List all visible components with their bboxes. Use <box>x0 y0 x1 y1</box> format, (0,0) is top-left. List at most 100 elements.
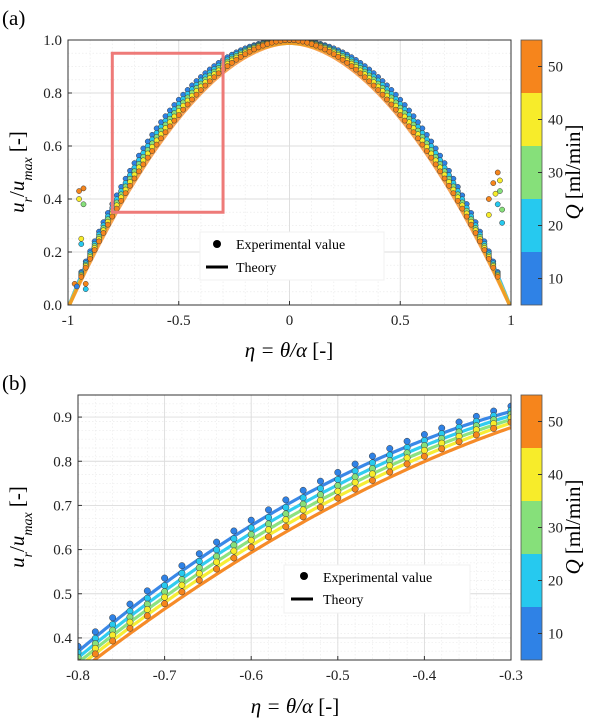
data-point-Q50 <box>237 53 244 60</box>
data-point-Q50 <box>175 112 182 118</box>
data-point-Q20 <box>126 607 134 615</box>
data-point-Q50 <box>149 148 156 154</box>
panel-a-legend-theory: Theory <box>236 261 276 276</box>
data-point-Q50 <box>468 221 474 228</box>
data-point-Q50 <box>437 168 443 175</box>
data-point-Q50 <box>420 452 428 460</box>
data-point-Q50 <box>415 135 421 142</box>
data-point-outlier <box>492 190 499 197</box>
data-point-Q30 <box>247 530 255 538</box>
panel-a-legend-experimental: Experimental value <box>236 238 345 253</box>
data-point-Q40 <box>195 570 203 577</box>
data-point-Q10 <box>403 437 411 445</box>
data-point-Q50 <box>438 445 446 453</box>
data-point-Q40 <box>247 536 255 544</box>
data-point-Q50 <box>198 87 204 93</box>
panel-a-zoom-box <box>110 51 225 214</box>
colorbar-tick-label: 50 <box>548 415 563 431</box>
data-point-Q50 <box>282 523 290 531</box>
theory-curve-Q50 <box>91 426 511 660</box>
panel-a-plot: -1 -0.5 0 0.5 1 0.0 0.2 0.4 0.6 0.8 1.0 Experimen… <box>5 33 515 362</box>
data-point-Q50 <box>184 101 191 108</box>
data-point-Q30 <box>299 500 307 508</box>
y-tick-label: 0.4 <box>53 631 72 647</box>
data-point-outlier <box>76 196 82 202</box>
data-point-Q50 <box>379 91 386 98</box>
data-point-Q20 <box>230 535 238 543</box>
data-point-Q50 <box>224 63 231 69</box>
panel-a-y-axis-label: ur/umax [-] <box>5 131 36 213</box>
data-point-Q50 <box>109 637 117 645</box>
data-point-Q50 <box>242 51 249 58</box>
data-point-Q50 <box>247 543 255 551</box>
data-point-Q50 <box>368 476 376 484</box>
colorbar-band-Q50 <box>521 395 542 448</box>
x-tick-label: -0.7 <box>153 668 177 684</box>
y-tick-label: 0.6 <box>43 139 62 155</box>
data-point-Q50 <box>486 255 492 262</box>
panel-b-x-axis-label: η = θ/α [-] <box>251 694 340 718</box>
data-point-Q50 <box>126 624 134 632</box>
x-tick-label: -0.5 <box>326 668 350 684</box>
data-point-outlier <box>80 201 87 208</box>
colorbar-tick-label: 50 <box>548 60 563 76</box>
data-point-Q10 <box>195 550 203 558</box>
colorbar-band-Q40 <box>521 448 542 501</box>
data-point-Q20 <box>299 494 307 502</box>
data-point-Q50 <box>140 161 147 168</box>
x-tick-label: 1 <box>507 313 515 329</box>
data-point-Q50 <box>144 154 151 161</box>
data-point-Q50 <box>386 468 394 476</box>
data-point-Q50 <box>161 600 169 608</box>
colorbar-tick-label: 40 <box>548 113 563 129</box>
colorbar-tick-label: 30 <box>548 521 563 537</box>
y-tick-label: 0.7 <box>53 498 72 514</box>
data-point-Q50 <box>361 74 368 81</box>
y-tick-label: 0.9 <box>53 410 72 426</box>
data-point-Q10 <box>351 460 359 468</box>
x-tick-label: -1 <box>62 313 75 329</box>
data-point-outlier <box>490 180 497 186</box>
panel-a-x-ticks: -1 -0.5 0 0.5 1 <box>62 301 515 329</box>
theory-curve-Q50 <box>68 41 511 305</box>
panel-b-legend-experimental: Experimental value <box>323 571 432 586</box>
data-point-Q10 <box>161 574 169 582</box>
data-point-Q20 <box>247 524 255 532</box>
data-point-Q10 <box>386 445 394 452</box>
data-point-Q30 <box>213 552 221 560</box>
data-point-Q40 <box>420 446 428 454</box>
data-point-Q10 <box>299 486 307 494</box>
data-point-Q50 <box>481 247 488 253</box>
data-point-outlier <box>82 286 89 292</box>
data-point-Q40 <box>213 558 221 566</box>
data-point-Q50 <box>127 182 133 189</box>
data-point-Q50 <box>326 48 333 55</box>
data-point-Q50 <box>403 460 411 468</box>
panel-b-x-ticks: -0.8 -0.7 -0.6 -0.5 -0.4 -0.3 <box>66 656 523 684</box>
data-point-Q20 <box>351 467 359 475</box>
colorbar-band-Q50 <box>521 40 542 93</box>
data-point-Q50 <box>233 56 240 63</box>
data-point-Q50 <box>454 197 461 204</box>
y-tick-label: 0.6 <box>53 543 72 559</box>
colorbar-band-Q10 <box>521 607 542 660</box>
data-point-outlier <box>486 212 492 218</box>
y-tick-label: 0.2 <box>43 245 62 261</box>
data-point-Q40 <box>143 606 151 613</box>
data-point-Q40 <box>334 487 342 495</box>
data-point-outlier <box>499 206 505 213</box>
data-point-Q50 <box>348 63 355 69</box>
data-point-Q50 <box>143 612 151 620</box>
data-point-Q50 <box>122 190 129 197</box>
colorbar-tick-label: 10 <box>548 272 563 288</box>
data-point-Q50 <box>265 533 272 541</box>
x-tick-label: 0.5 <box>391 313 410 329</box>
data-point-outlier <box>80 185 87 192</box>
data-point-Q50 <box>180 106 187 113</box>
data-point-Q30 <box>195 564 203 572</box>
data-point-Q40 <box>351 478 359 486</box>
panel-b-label: (b) <box>2 371 27 395</box>
data-point-Q50 <box>490 264 497 271</box>
y-tick-label: 1.0 <box>43 33 62 49</box>
data-point-Q40 <box>386 462 394 470</box>
